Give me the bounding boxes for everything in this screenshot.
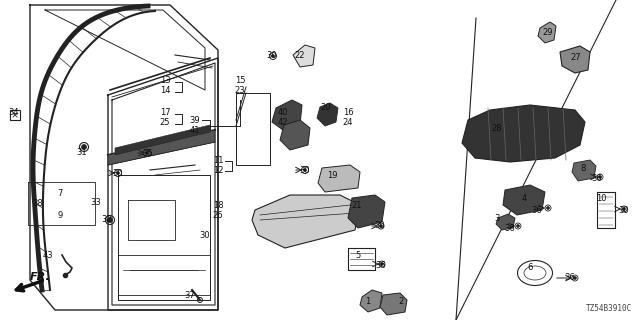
Text: FR.: FR. [30, 272, 51, 282]
Text: 4: 4 [522, 194, 527, 203]
Text: 1: 1 [365, 298, 371, 307]
Ellipse shape [271, 54, 275, 58]
Text: 35: 35 [143, 148, 154, 157]
Text: 19: 19 [327, 171, 337, 180]
Text: 30: 30 [113, 169, 124, 178]
Text: 36: 36 [504, 223, 515, 233]
Text: 30: 30 [300, 165, 310, 174]
Ellipse shape [108, 218, 113, 222]
Text: 30: 30 [619, 205, 629, 214]
Text: 16: 16 [342, 108, 353, 116]
Bar [10, 110, 20, 120]
Polygon shape [360, 290, 382, 312]
Text: 11: 11 [212, 156, 223, 164]
Polygon shape [503, 185, 545, 215]
Text: 23: 23 [235, 85, 245, 94]
Text: 38: 38 [33, 198, 44, 207]
Text: 42: 42 [278, 117, 288, 126]
Polygon shape [252, 195, 360, 248]
Ellipse shape [81, 145, 86, 149]
Text: 26: 26 [212, 211, 223, 220]
Text: 31: 31 [77, 148, 87, 156]
Text: 36: 36 [564, 274, 575, 283]
Text: 40: 40 [278, 108, 288, 116]
Text: 30: 30 [200, 230, 211, 239]
Text: 32: 32 [102, 214, 112, 223]
Polygon shape [293, 45, 315, 67]
Text: 41: 41 [189, 125, 200, 134]
Polygon shape [538, 22, 556, 43]
Text: 36: 36 [591, 173, 602, 182]
Ellipse shape [573, 276, 577, 279]
Text: 6: 6 [527, 263, 532, 273]
Polygon shape [272, 100, 302, 130]
Text: 21: 21 [352, 201, 362, 210]
Text: 2: 2 [398, 298, 404, 307]
Text: 13: 13 [160, 76, 170, 84]
Polygon shape [280, 120, 310, 150]
Text: 29: 29 [543, 28, 553, 36]
Text: 8: 8 [580, 164, 586, 172]
Text: 7: 7 [58, 188, 63, 197]
Text: 30: 30 [267, 51, 277, 60]
Polygon shape [560, 46, 590, 73]
Text: 5: 5 [355, 251, 360, 260]
Text: 12: 12 [212, 165, 223, 174]
Ellipse shape [303, 169, 307, 172]
Polygon shape [115, 125, 210, 155]
Text: 39: 39 [189, 116, 200, 124]
Polygon shape [462, 105, 585, 162]
Ellipse shape [145, 151, 148, 155]
Ellipse shape [516, 225, 520, 228]
Text: 22: 22 [295, 51, 305, 60]
Text: 17: 17 [160, 108, 170, 116]
Text: 20: 20 [321, 102, 332, 111]
Text: 30: 30 [374, 220, 385, 229]
Text: 18: 18 [212, 201, 223, 210]
Text: 43: 43 [43, 251, 53, 260]
Text: 3: 3 [494, 213, 500, 222]
Text: 37: 37 [184, 291, 195, 300]
Text: 10: 10 [596, 194, 606, 203]
Text: 34: 34 [9, 108, 19, 116]
Polygon shape [348, 195, 385, 228]
Polygon shape [317, 103, 338, 126]
Text: 36: 36 [376, 260, 387, 269]
Ellipse shape [380, 225, 383, 228]
Ellipse shape [381, 262, 383, 266]
Text: 36: 36 [532, 205, 542, 214]
Polygon shape [572, 160, 596, 181]
Text: 15: 15 [235, 76, 245, 84]
Text: 27: 27 [571, 52, 581, 61]
Ellipse shape [623, 207, 625, 211]
Polygon shape [318, 165, 360, 192]
Text: 24: 24 [343, 117, 353, 126]
Polygon shape [496, 214, 515, 230]
Ellipse shape [116, 172, 120, 174]
Text: 28: 28 [492, 124, 502, 132]
Text: TZ54B3910C: TZ54B3910C [586, 304, 632, 313]
Text: 33: 33 [91, 197, 101, 206]
Ellipse shape [547, 206, 550, 210]
Text: 14: 14 [160, 85, 170, 94]
Ellipse shape [598, 175, 602, 179]
Polygon shape [380, 293, 407, 315]
Text: 9: 9 [58, 211, 63, 220]
Polygon shape [108, 130, 215, 165]
Text: 25: 25 [160, 117, 170, 126]
